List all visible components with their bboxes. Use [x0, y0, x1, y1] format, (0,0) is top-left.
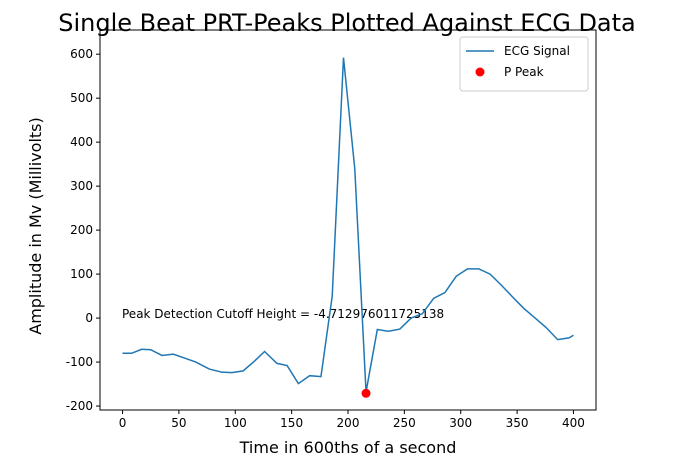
annotation: Peak Detection Cutoff Height = -4.712976…: [122, 307, 444, 321]
y-tick-label: 500: [70, 91, 93, 105]
x-tick-label: 400: [562, 416, 585, 430]
x-tick-label: 350: [506, 416, 529, 430]
y-tick-label: -100: [66, 355, 93, 369]
plot-frame: [99, 29, 597, 411]
x-axis-label: Time in 600ths of a second: [239, 438, 457, 457]
x-tick-label: 250: [393, 416, 416, 430]
x-tick-label: 0: [119, 416, 127, 430]
y-axis-label: Amplitude in Mv (Millivolts): [26, 117, 45, 335]
y-tick-label: -200: [66, 399, 93, 413]
y-tick-label: 400: [70, 135, 93, 149]
y-tick-label: 200: [70, 223, 93, 237]
y-tick-label: 300: [70, 179, 93, 193]
scatter-point: [361, 388, 371, 398]
y-tick-label: 600: [70, 47, 93, 61]
legend-marker: [475, 67, 485, 77]
line-series: [122, 57, 574, 393]
y-tick-label: 100: [70, 267, 93, 281]
x-tick-label: 50: [171, 416, 186, 430]
y-tick-label: 0: [85, 311, 93, 325]
x-tick-label: 200: [337, 416, 360, 430]
x-tick-label: 150: [280, 416, 303, 430]
legend-label: ECG Signal: [504, 44, 570, 58]
chart-title: Single Beat PRT-Peaks Plotted Against EC…: [58, 9, 636, 37]
x-tick-label: 100: [224, 416, 247, 430]
legend-label: P Peak: [504, 65, 544, 79]
x-tick-label: 300: [449, 416, 472, 430]
